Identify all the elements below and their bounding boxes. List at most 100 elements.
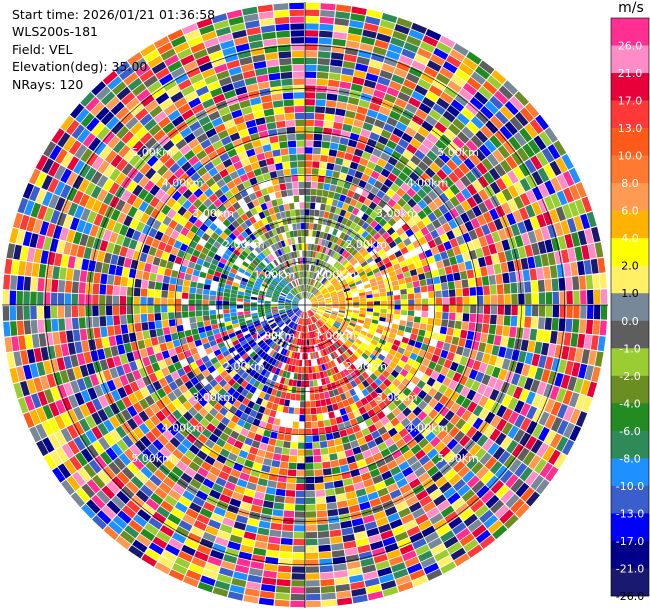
gate-cell: [410, 224, 420, 234]
gate-cell: [327, 285, 334, 290]
gate-cell: [396, 17, 413, 29]
gate-cell: [405, 257, 414, 266]
gate-cell: [583, 259, 592, 275]
gate-cell: [333, 260, 340, 268]
gate-cell: [332, 228, 339, 236]
gate-cell: [323, 183, 331, 191]
gate-cell: [314, 237, 319, 245]
gate-cell: [507, 184, 519, 198]
gate-cell: [552, 305, 560, 318]
gate-cell: [350, 230, 357, 238]
gate-cell: [383, 213, 392, 222]
gate-cell: [497, 294, 505, 305]
gate-cell: [543, 266, 551, 279]
gate-cell: [326, 219, 333, 227]
gate-cell: [363, 79, 377, 89]
gate-cell: [351, 249, 358, 257]
gate-cell: [425, 28, 442, 41]
gate-cell: [318, 301, 325, 304]
gate-cell: [322, 190, 329, 198]
gate-cell: [466, 196, 477, 208]
gate-cell: [392, 30, 408, 42]
gate-cell: [305, 147, 313, 154]
gate-cell: [525, 174, 538, 189]
gate-cell: [422, 35, 439, 47]
gate-cell: [380, 268, 388, 276]
gate-cell: [496, 315, 504, 326]
gate-cell: [432, 103, 446, 116]
gate-cell: [342, 60, 356, 70]
gate-cell: [305, 181, 311, 189]
gate-cell: [417, 188, 427, 199]
gate-cell: [313, 258, 318, 266]
gate-cell: [466, 121, 480, 134]
gate-cell: [331, 45, 345, 54]
gate-cell: [411, 22, 427, 35]
gate-cell: [449, 297, 456, 305]
gate-cell: [309, 294, 314, 300]
gate-cell: [512, 166, 525, 181]
gate-cell: [319, 30, 333, 38]
gate-cell: [455, 254, 464, 264]
gate-cell: [562, 204, 573, 219]
gate-cell: [478, 236, 488, 247]
gate-cell: [577, 260, 585, 276]
gate-cell: [335, 11, 351, 20]
gate-cell: [365, 16, 381, 26]
gate-cell: [342, 270, 349, 277]
gate-cell: [341, 283, 349, 289]
gate-cell: [449, 49, 465, 62]
gate-cell: [328, 149, 338, 157]
gate-cell: [537, 198, 549, 213]
gate-cell: [527, 230, 537, 244]
gate-cell: [324, 295, 331, 299]
gate-cell: [587, 243, 597, 259]
gate-cell: [335, 185, 343, 194]
gate-cell: [311, 305, 319, 307]
gate-cell: [476, 295, 484, 305]
gate-cell: [356, 56, 370, 66]
gate-cell: [395, 161, 406, 171]
gate-cell: [439, 275, 448, 283]
gate-cell: [560, 249, 570, 264]
gate-cell: [531, 171, 544, 186]
gate-cell: [353, 302, 360, 305]
gate-cell: [369, 154, 380, 164]
gate-cell: [380, 296, 387, 301]
gate-cell: [371, 125, 383, 135]
gate-cell: [387, 309, 394, 314]
gate-cell: [486, 153, 499, 167]
gate-cell: [391, 280, 399, 287]
gate-cell: [305, 161, 313, 168]
gate-cell: [387, 208, 397, 218]
gate-cell: [380, 184, 390, 194]
gate-cell: [524, 281, 532, 293]
gate-cell: [538, 183, 550, 198]
gate-cell: [305, 188, 311, 195]
gate-cell: [491, 70, 507, 85]
gate-cell: [417, 210, 427, 220]
gate-cell: [504, 249, 513, 262]
gate-cell: [326, 283, 333, 289]
gate-cell: [392, 212, 402, 222]
ppi-rays: [2, 2, 608, 608]
gate-cell: [373, 232, 381, 241]
gate-cell: [427, 212, 437, 223]
gate-cell: [366, 308, 374, 312]
gate-cell: [442, 222, 452, 233]
gate-cell: [379, 292, 387, 297]
gate-cell: [455, 312, 463, 321]
gate-cell: [402, 213, 412, 223]
gate-cell: [466, 51, 482, 65]
gate-cell: [342, 242, 349, 250]
gate-cell: [551, 317, 559, 331]
gate-cell: [470, 305, 477, 314]
gate-cell: [388, 240, 397, 249]
gate-cell: [330, 291, 337, 296]
gate-cell: [536, 267, 544, 280]
gate-cell: [580, 213, 591, 230]
colorbar-tick-label: 0.0: [621, 315, 639, 328]
gate-cell: [324, 240, 330, 248]
gate-cell: [500, 262, 509, 274]
gate-cell: [339, 302, 346, 305]
